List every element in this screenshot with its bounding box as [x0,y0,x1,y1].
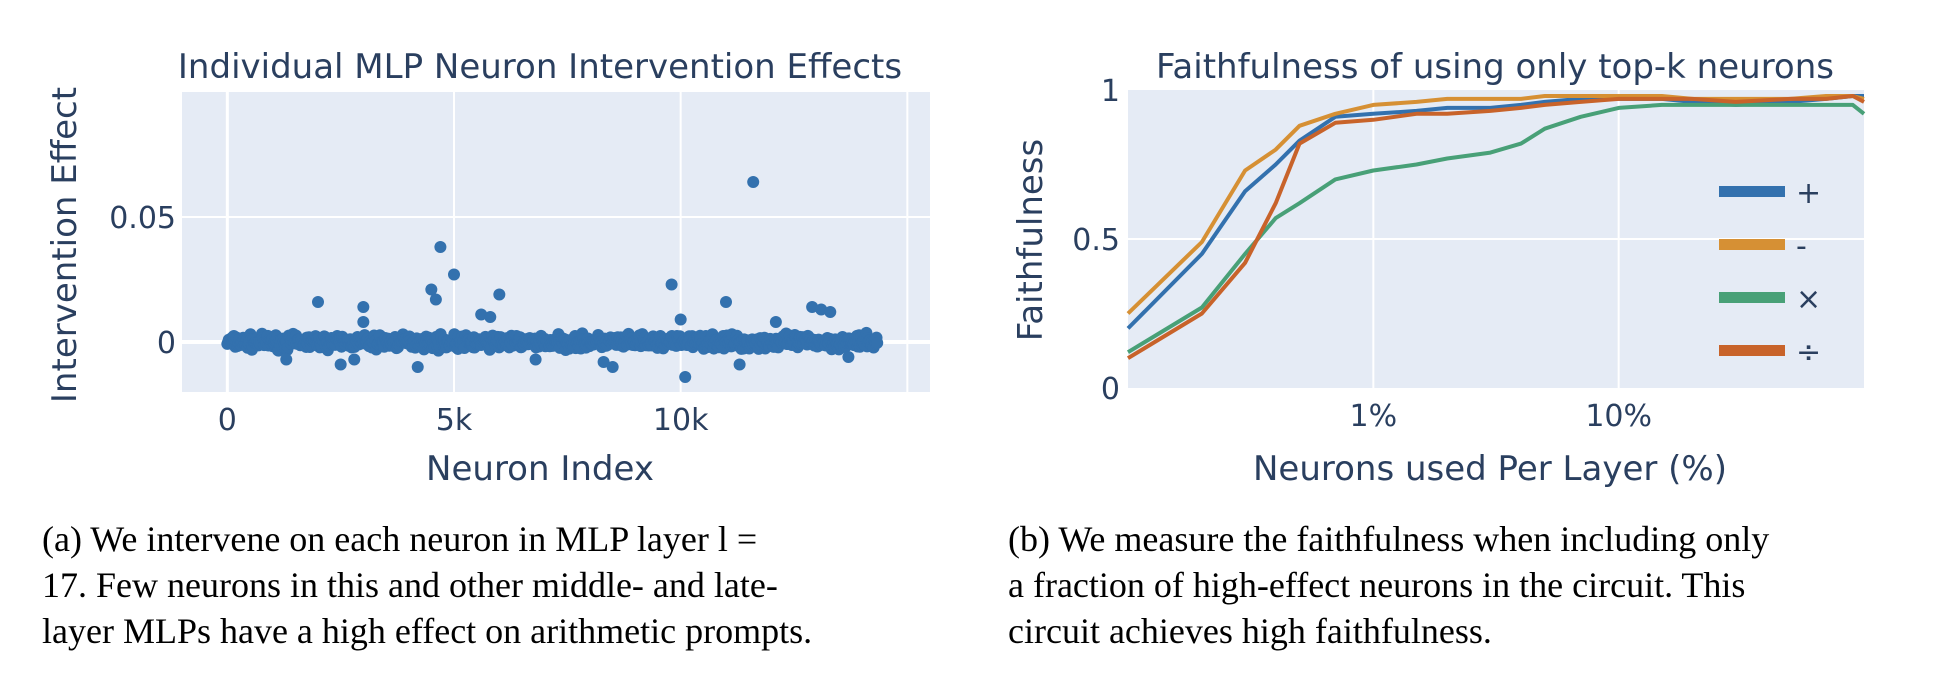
scatter-point-outlier [815,303,828,316]
scatter-point-outlier [597,356,610,368]
series-lines [1126,94,1866,360]
scatter-point-outlier [842,351,855,363]
scatter-point-outlier [720,296,732,308]
y-tick-label: 0 [1101,372,1120,407]
caption-a: (a) We intervene on each neuron in MLP l… [42,516,932,654]
scatter-point-outlier [733,358,746,371]
tick-labels: 0 5k 10k 0 0.05 [109,201,709,438]
scatter-point-outlier [357,316,370,328]
x-tick-label: 0 [218,403,237,438]
scatter-point-outlier [679,371,692,383]
scatter-point-outlier [806,301,819,313]
caption-a-line: layer MLPs have a high effect on arithme… [42,611,813,651]
chart-title: Faithfulness of using only top-k neurons [1156,47,1834,87]
legend-label: ÷ [1796,335,1821,370]
scatter-point-outlier [484,311,497,323]
y-axis-label: Intervention Effect [45,87,85,403]
scatter-point-outlier [674,313,687,326]
scatter-point-outlier [280,353,293,366]
scatter-point-outlier [425,283,438,296]
scatter-point-outlier [348,353,361,366]
x-tick-label: 1% [1350,399,1398,434]
legend-label: × [1796,282,1821,317]
scatter-point-outlier [411,361,424,373]
x-tick-label: 10% [1585,399,1652,434]
y-tick-label: 0 [157,326,176,361]
scatter-point-outlier [769,316,782,328]
scatter-point-outlier [429,293,442,306]
scatter-point-outlier [824,306,837,318]
y-tick-label: 0.5 [1072,223,1120,258]
y-axis-label: Faithfulness [1011,139,1051,341]
x-axis-label: Neurons used Per Layer (%) [1253,449,1727,489]
caption-b: (b) We measure the faithfulness when inc… [1008,516,1904,654]
tick-labels: 1% 10% 0 0.5 1 [1072,74,1652,434]
scatter-point-outlier [434,241,447,253]
caption-a-line: 17. Few neurons in this and other middle… [42,565,778,605]
legend-swatch [1719,292,1785,303]
scatter-point-outlier [606,361,619,373]
legend-swatch [1719,186,1785,197]
faithfulness-figure: Faithfulness of using only top-k neurons… [1000,0,1940,500]
legend-label: + [1796,176,1821,211]
scatter-point-outlier [312,296,324,308]
caption-b-line: circuit achieves high faithfulness. [1008,611,1492,651]
x-tick-label: 10k [653,403,709,438]
legend-swatch [1719,239,1785,250]
intervention-effects-figure: Individual MLP Neuron Intervention Effec… [0,0,950,500]
scatter-point-outlier [475,308,488,321]
legend-swatch [1719,345,1785,356]
scatter-point-outlier [357,301,370,313]
scatter-point-outlier [448,268,460,281]
scatter-point-outlier [493,288,506,301]
caption-b-line: (b) We measure the faithfulness when inc… [1008,519,1770,559]
scatter-point-outlier [529,353,542,366]
legend: + - × ÷ [1719,176,1821,370]
caption-b-line: a fraction of high-effect neurons in the… [1008,565,1746,605]
scatter-point-outlier [665,278,678,291]
chart-title: Individual MLP Neuron Intervention Effec… [178,47,902,87]
scatter-points [221,176,884,383]
series-line [1126,102,1866,354]
y-tick-label: 1 [1101,74,1120,109]
x-axis-label: Neuron Index [426,449,654,489]
series-line [1126,94,1865,360]
intervention-effects-chart: Individual MLP Neuron Intervention Effec… [45,47,930,489]
scatter-point [871,336,884,349]
scatter-point-outlier [747,176,760,188]
y-tick-label: 0.05 [109,201,176,236]
legend-label: - [1796,229,1807,264]
scatter-point-outlier [334,358,347,371]
faithfulness-chart: Faithfulness of using only top-k neurons… [1011,47,1866,489]
x-tick-label: 5k [436,403,473,438]
caption-a-line: (a) We intervene on each neuron in MLP l… [42,519,758,559]
